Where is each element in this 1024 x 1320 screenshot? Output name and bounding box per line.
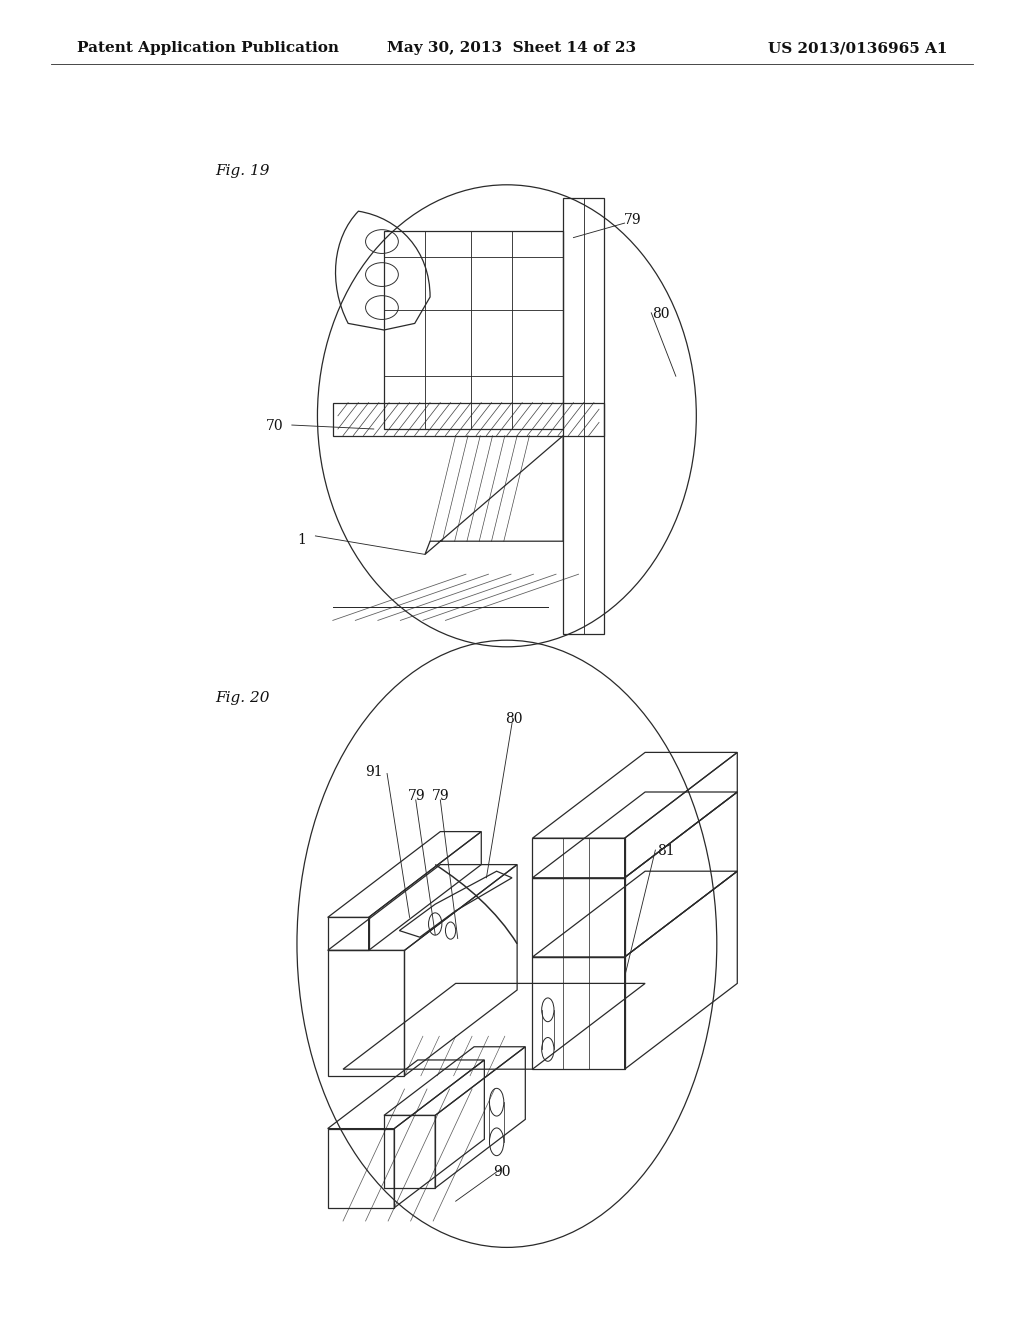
Text: 70: 70 [265,420,284,433]
Text: 1: 1 [298,533,306,546]
Text: 91: 91 [365,766,383,779]
Text: 80: 80 [651,308,670,321]
Text: May 30, 2013  Sheet 14 of 23: May 30, 2013 Sheet 14 of 23 [387,41,637,55]
Text: 79: 79 [624,214,642,227]
Text: Fig. 20: Fig. 20 [215,690,269,705]
Text: 79: 79 [431,789,450,803]
Text: US 2013/0136965 A1: US 2013/0136965 A1 [768,41,947,55]
Text: Patent Application Publication: Patent Application Publication [77,41,339,55]
Text: 90: 90 [493,1166,511,1179]
Text: Fig. 19: Fig. 19 [215,164,269,178]
Text: 79: 79 [408,789,426,803]
Text: 80: 80 [505,713,523,726]
Text: 81: 81 [656,845,675,858]
